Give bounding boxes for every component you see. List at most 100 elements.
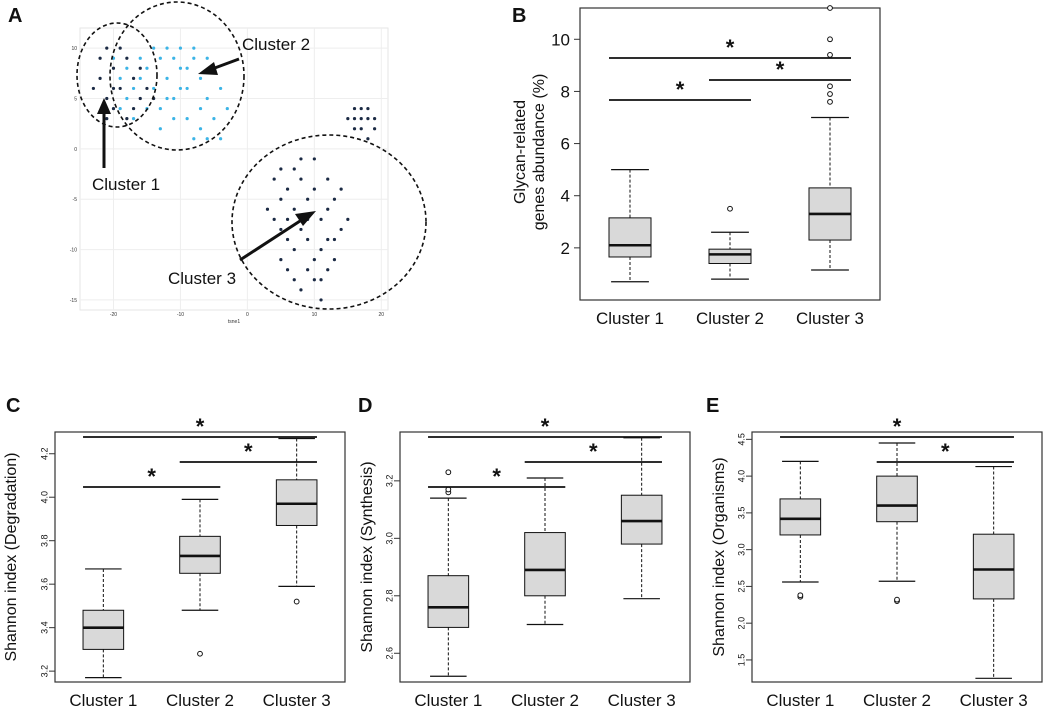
panel-b-outlier: [828, 53, 833, 58]
tsne-point-light: [219, 87, 222, 90]
tsne-point-dark: [132, 77, 135, 80]
panel-c-ytick-label: 4.2: [39, 447, 49, 460]
panel-c-significance-star: *: [196, 414, 205, 439]
panel-d-box-3: [621, 495, 662, 544]
tsne-point-dark: [326, 268, 329, 271]
tsne-point-dark: [306, 268, 309, 271]
tsne-point-dark: [286, 188, 289, 191]
panel-c-outlier: [198, 651, 203, 656]
tsne-point-light: [172, 117, 175, 120]
tsne-point-dark: [293, 248, 296, 251]
tsne-point-light: [132, 117, 135, 120]
tsne-point-light: [152, 47, 155, 50]
tsne-point-dark: [333, 198, 336, 201]
tsne-point-dark: [333, 258, 336, 261]
tsne-point-dark: [279, 198, 282, 201]
panel-e-ytick-label: 2.0: [736, 617, 746, 630]
tsne-point-dark: [279, 228, 282, 231]
tsne-point-light: [199, 107, 202, 110]
panel-c-ytick-label: 4.0: [39, 491, 49, 504]
tsne-xtick-label: 10: [312, 312, 318, 318]
panel-d-category-label: Cluster 2: [511, 691, 579, 710]
tsne-point-light: [139, 77, 142, 80]
tsne-point-dark: [145, 87, 148, 90]
tsne-point-dark: [139, 97, 142, 100]
tsne-point-light: [119, 107, 122, 110]
tsne-point-dark: [299, 157, 302, 160]
tsne-point-dark: [360, 127, 363, 130]
panel-d-ytick-label: 3.0: [384, 532, 394, 545]
tsne-ytick-label: -15: [70, 298, 77, 304]
panel-letter-c: C: [6, 395, 20, 417]
tsne-point-light: [125, 67, 128, 70]
tsne-point-dark: [346, 117, 349, 120]
tsne-point-dark: [353, 107, 356, 110]
panel-b-box-2: [709, 249, 751, 263]
tsne-point-light: [199, 77, 202, 80]
tsne-point-dark: [299, 228, 302, 231]
tsne-ytick-label: 0: [74, 147, 77, 153]
panel-b-ytick-label: 4: [561, 187, 570, 206]
tsne-point-dark: [98, 57, 101, 60]
tsne-point-light: [206, 97, 209, 100]
panel-e: 1.52.02.53.03.54.04.5Shannon index (Orga…: [711, 414, 1042, 710]
tsne-point-light: [206, 57, 209, 60]
tsne-point-light: [159, 127, 162, 130]
panel-e-ytick-label: 3.5: [736, 507, 746, 520]
tsne-point-dark: [273, 177, 276, 180]
tsne-point-dark: [132, 107, 135, 110]
panel-e-ytick-label: 1.5: [736, 654, 746, 667]
tsne-point-dark: [119, 87, 122, 90]
tsne-point-light: [159, 107, 162, 110]
panel-b-significance-star: *: [676, 77, 685, 102]
tsne-point-dark: [366, 107, 369, 110]
panel-e-significance-star: *: [941, 439, 950, 464]
tsne-point-light: [219, 137, 222, 140]
panel-b-ylabel-line-2: genes abundance (%): [531, 74, 548, 231]
tsne-point-light: [186, 87, 189, 90]
tsne-point-dark: [125, 57, 128, 60]
tsne-point-light: [206, 137, 209, 140]
tsne-point-dark: [319, 298, 322, 301]
tsne-point-dark: [366, 117, 369, 120]
panel-b-category-label: Cluster 2: [696, 309, 764, 328]
panel-e-box-1: [780, 499, 821, 535]
tsne-point-dark: [313, 278, 316, 281]
tsne-point-dark: [313, 258, 316, 261]
tsne-point-dark: [105, 117, 108, 120]
panel-b-category-label: Cluster 1: [596, 309, 664, 328]
tsne-point-light: [192, 137, 195, 140]
tsne-point-light: [186, 117, 189, 120]
panel-e-ytick-label: 4.5: [736, 433, 746, 446]
panel-e-box-2: [877, 476, 918, 522]
panel-e-category-label: Cluster 1: [766, 691, 834, 710]
panel-e-box-3: [973, 534, 1014, 599]
tsne-point-dark: [286, 218, 289, 221]
tsne-point-dark: [293, 208, 296, 211]
panel-c-category-label: Cluster 1: [69, 691, 137, 710]
tsne-point-light: [179, 87, 182, 90]
tsne-point-light: [165, 47, 168, 50]
panel-d: 2.6 2.8 3.0 3.2 Shannon index (Synthesis) Clu…: [359, 414, 690, 710]
tsne-point-dark: [98, 77, 101, 80]
tsne-point-light: [212, 117, 215, 120]
tsne-point-dark: [273, 218, 276, 221]
tsne-point-dark: [125, 117, 128, 120]
tsne-plot-area: [80, 28, 388, 310]
tsne-point-light: [145, 67, 148, 70]
panel-b-ytick-label: 8: [561, 82, 570, 101]
tsne-point-light: [172, 57, 175, 60]
tsne-point-dark: [279, 167, 282, 170]
tsne-point-dark: [92, 87, 95, 90]
tsne-point-light: [132, 87, 135, 90]
tsne-point-dark: [306, 198, 309, 201]
panel-c-outlier: [294, 599, 299, 604]
tsne-point-dark: [326, 177, 329, 180]
panel-e-significance-star: *: [893, 414, 902, 439]
tsne-point-dark: [360, 117, 363, 120]
tsne-point-light: [192, 57, 195, 60]
panel-letter-d: D: [358, 395, 372, 417]
panel-b-ytick-label: 6: [561, 135, 570, 154]
tsne-xtick-label: -10: [177, 312, 184, 318]
